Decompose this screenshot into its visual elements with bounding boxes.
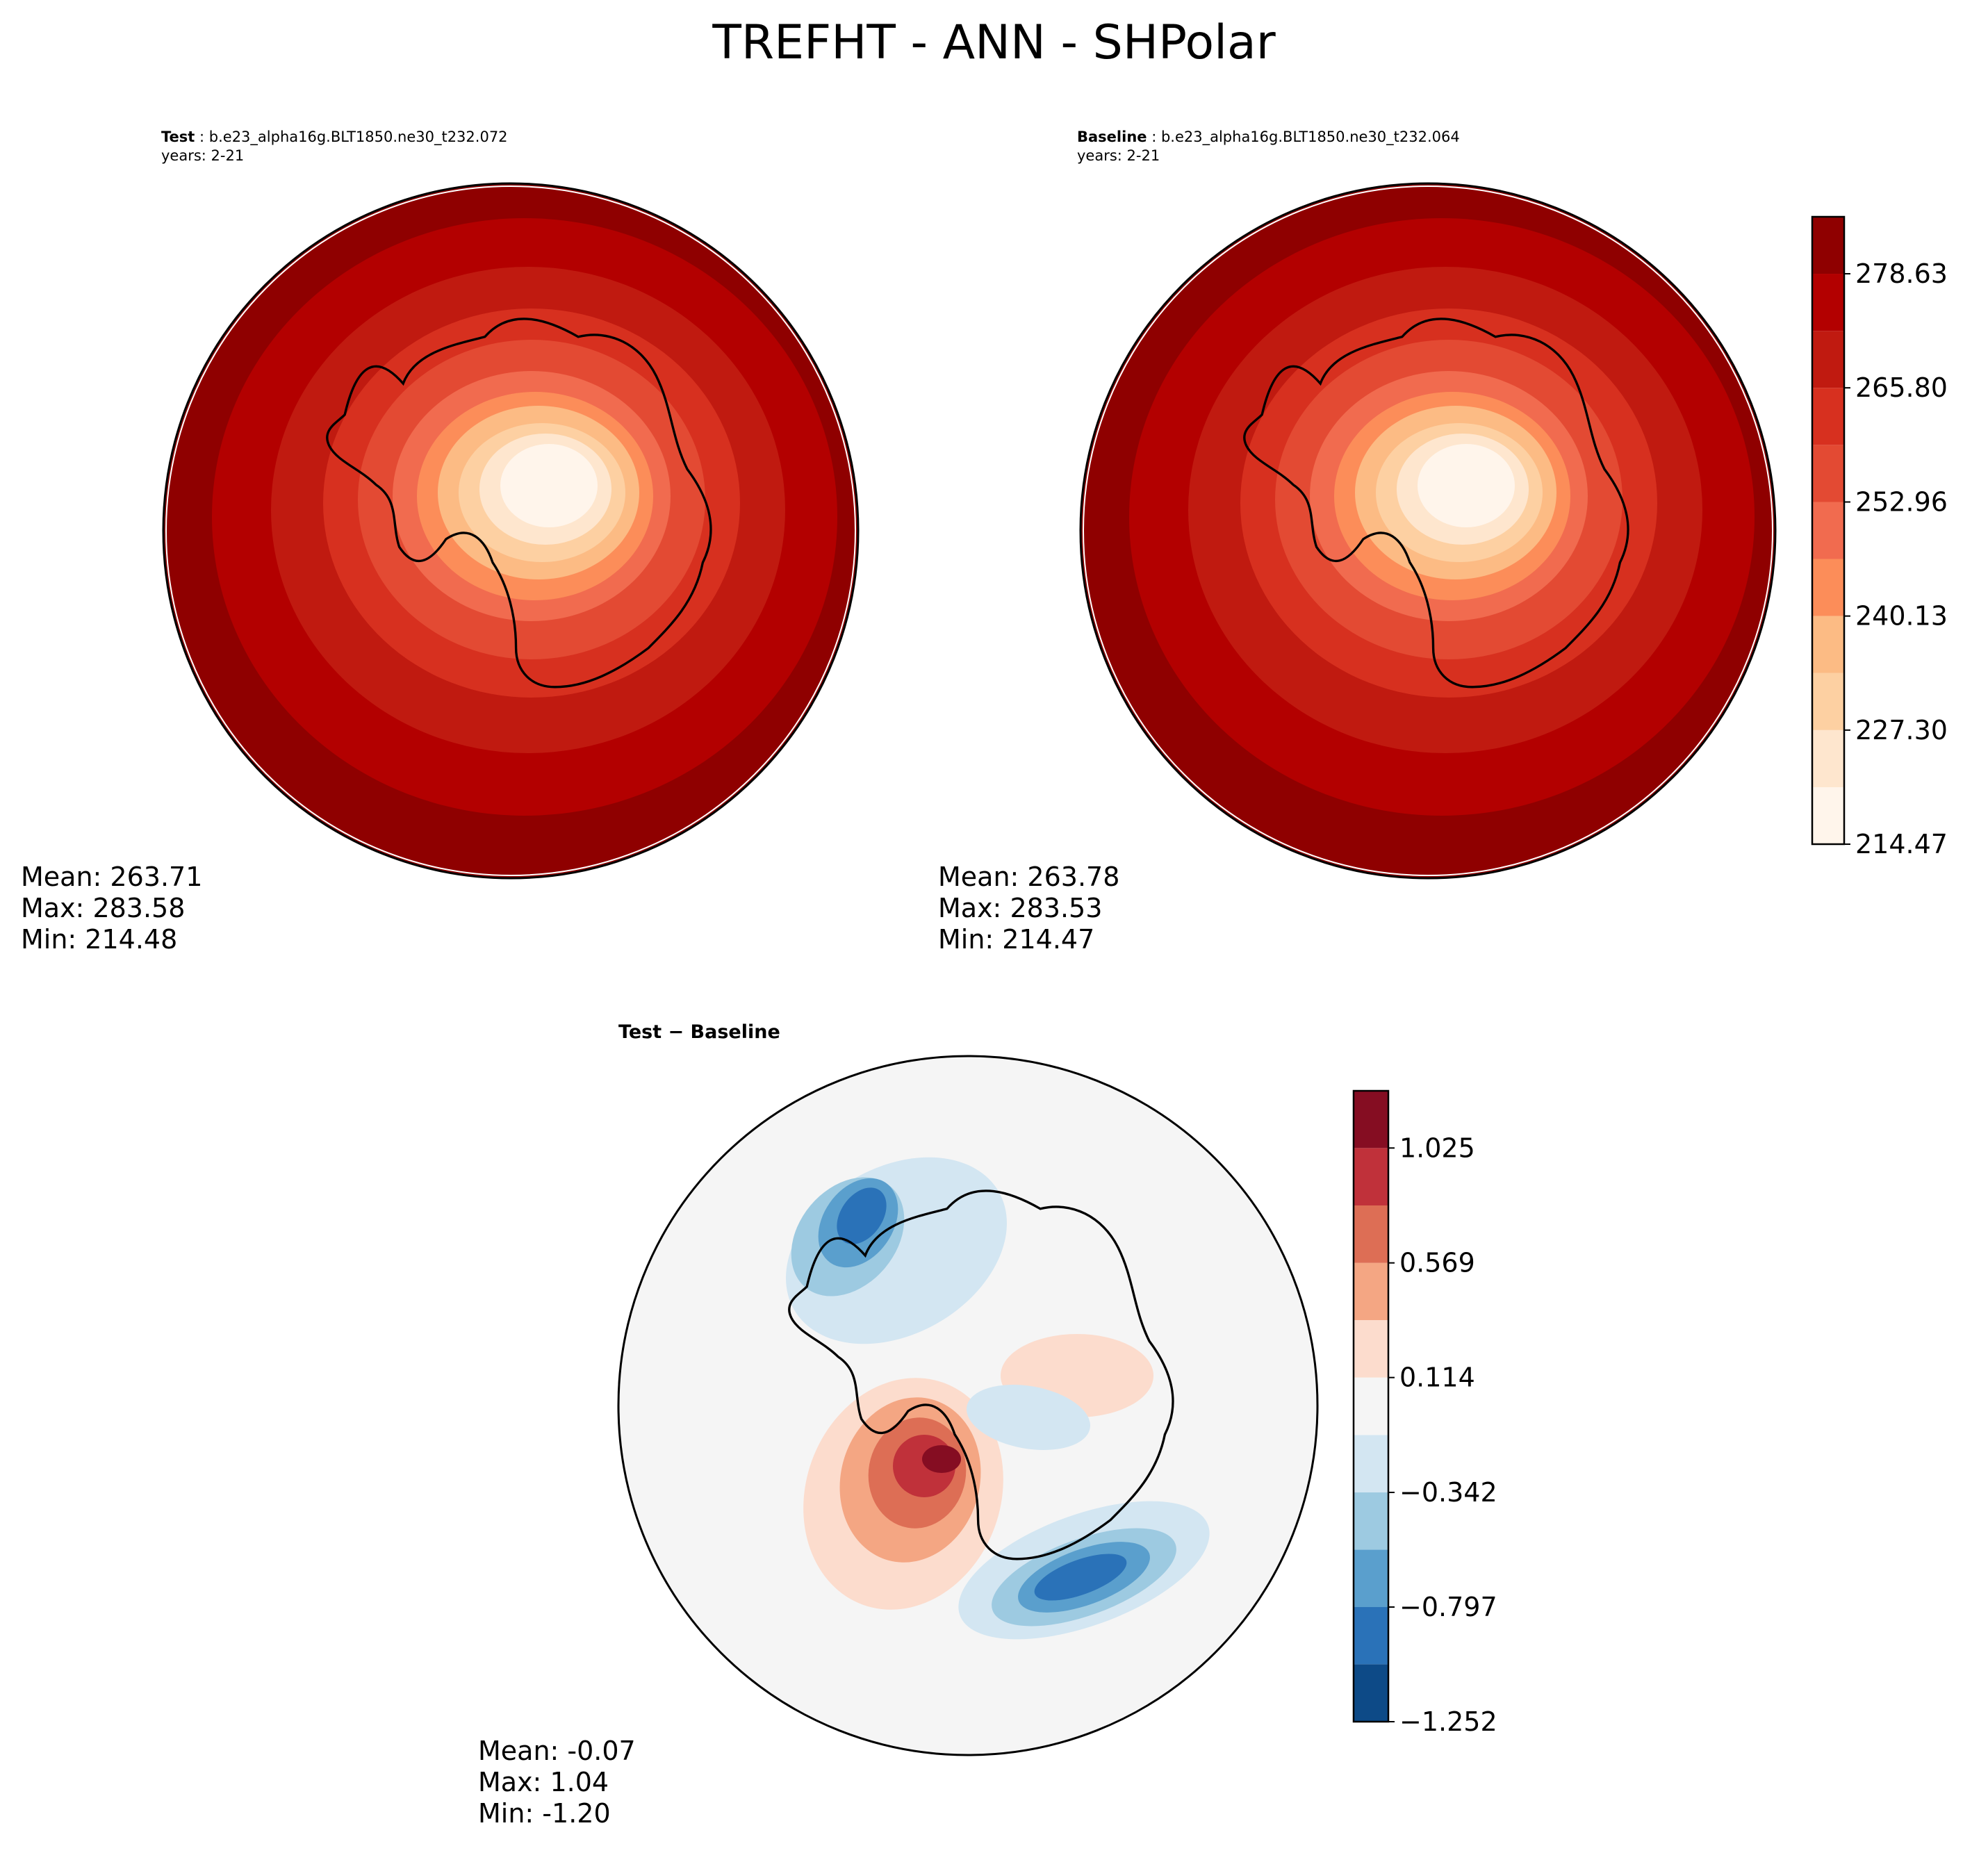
temperature-contour-band-10 — [500, 444, 598, 527]
diff-map-border — [617, 1055, 1319, 1756]
difference-colorbar-tick-label-4: −0.797 — [1399, 1592, 1497, 1622]
chart-title: TREFHT - ANN - SHPolar — [712, 15, 1276, 70]
temperature-colorbar-tick-label-5: 214.47 — [1855, 829, 1948, 859]
temperature-colorbar-segment-10 — [1812, 217, 1844, 274]
temperature-colorbar: 278.63 265.80 252.96 240.13 227.30 214.47 — [1811, 215, 1948, 859]
temperature-colorbar-segment-4 — [1812, 559, 1844, 616]
difference-colorbar-segment-7 — [1354, 1262, 1388, 1320]
test-map — [163, 183, 858, 878]
baseline-mean: Mean: 263.78 — [938, 862, 1120, 892]
difference-colorbar-tick-label-5: −1.252 — [1399, 1706, 1497, 1737]
baseline-stats: Mean: 263.78 Max: 283.53 Min: 214.47 — [938, 862, 1119, 955]
test-years: years: 2-21 — [161, 147, 245, 164]
diff-map — [618, 1056, 1317, 1755]
difference-colorbar-segment-0 — [1354, 1664, 1388, 1722]
difference-contour-band-3 — [837, 1187, 887, 1244]
baseline-map-inner-ring — [1083, 186, 1773, 876]
diff-stats: Mean: -0.07 Max: 1.04 Min: -1.20 — [478, 1736, 636, 1829]
temperature-colorbar-segment-9 — [1812, 274, 1844, 331]
temperature-colorbar-frame — [1811, 215, 1846, 846]
difference-colorbar-segment-1 — [1354, 1607, 1388, 1665]
difference-colorbar: 1.025 0.569 0.114 −0.342 −0.797 −1.252 — [1352, 1089, 1497, 1737]
difference-colorbar-segment-6 — [1354, 1319, 1388, 1378]
test-subtitle: Test : b.e23_alpha16g.BLT1850.ne30_t232.… — [161, 129, 508, 164]
temperature-colorbar-tick-label-3: 240.13 — [1855, 601, 1948, 632]
temperature-contour-band-10 — [1418, 444, 1515, 527]
test-map-border — [162, 182, 860, 880]
difference-colorbar-segment-8 — [1354, 1205, 1388, 1263]
baseline-subtitle: Baseline : b.e23_alpha16g.BLT1850.ne30_t… — [1077, 129, 1460, 164]
difference-colorbar-segment-4 — [1354, 1435, 1388, 1493]
test-case: b.e23_alpha16g.BLT1850.ne30_t232.072 — [208, 129, 508, 145]
difference-colorbar-tick-label-2: 0.114 — [1399, 1362, 1475, 1393]
temperature-colorbar-tick-label-1: 265.80 — [1855, 372, 1948, 403]
baseline-years: years: 2-21 — [1077, 147, 1160, 164]
diff-max: Max: 1.04 — [478, 1767, 609, 1797]
temperature-colorbar-segment-2 — [1812, 673, 1844, 730]
temperature-colorbar-segment-8 — [1812, 331, 1844, 388]
baseline-case: b.e23_alpha16g.BLT1850.ne30_t232.064 — [1160, 129, 1460, 145]
diff-title: Test − Baseline — [618, 1021, 780, 1043]
difference-colorbar-segment-3 — [1354, 1492, 1388, 1550]
test-map-inner-ring — [165, 186, 856, 876]
temperature-colorbar-segment-1 — [1812, 730, 1844, 787]
test-label: Test — [161, 129, 195, 145]
temperature-colorbar-segment-7 — [1812, 388, 1844, 445]
diff-mean: Mean: -0.07 — [478, 1736, 636, 1766]
difference-colorbar-segment-9 — [1354, 1148, 1388, 1205]
difference-colorbar-segment-5 — [1354, 1377, 1388, 1435]
baseline-map-border — [1079, 182, 1777, 880]
baseline-max: Max: 283.53 — [938, 893, 1103, 923]
test-mean: Mean: 263.71 — [21, 862, 203, 892]
temperature-colorbar-segment-0 — [1812, 787, 1844, 844]
baseline-min: Min: 214.47 — [938, 924, 1095, 955]
difference-colorbar-frame — [1352, 1089, 1390, 1723]
temperature-colorbar-tick-label-2: 252.96 — [1855, 486, 1948, 517]
difference-contour-band-12 — [922, 1445, 961, 1473]
difference-contour-band-7 — [1034, 1554, 1127, 1601]
difference-colorbar-segment-2 — [1354, 1549, 1388, 1608]
temperature-colorbar-segment-3 — [1812, 616, 1844, 673]
difference-colorbar-tick-label-1: 0.569 — [1399, 1248, 1475, 1278]
baseline-label: Baseline — [1077, 129, 1147, 145]
baseline-map — [1081, 183, 1775, 878]
diff-min: Min: -1.20 — [478, 1798, 611, 1829]
temperature-colorbar-segment-6 — [1812, 445, 1844, 502]
temperature-colorbar-tick-label-4: 227.30 — [1855, 715, 1948, 746]
difference-colorbar-tick-label-3: −0.342 — [1399, 1477, 1497, 1508]
test-max: Max: 283.58 — [21, 893, 186, 923]
temperature-colorbar-segment-5 — [1812, 502, 1844, 559]
difference-colorbar-tick-label-0: 1.025 — [1399, 1133, 1475, 1163]
test-stats: Mean: 263.71 Max: 283.58 Min: 214.48 — [21, 862, 202, 955]
temperature-colorbar-tick-label-0: 278.63 — [1855, 258, 1948, 289]
difference-colorbar-segment-10 — [1354, 1091, 1388, 1148]
test-min: Min: 214.48 — [21, 924, 178, 955]
difference-contour-band-14 — [967, 1385, 1090, 1450]
